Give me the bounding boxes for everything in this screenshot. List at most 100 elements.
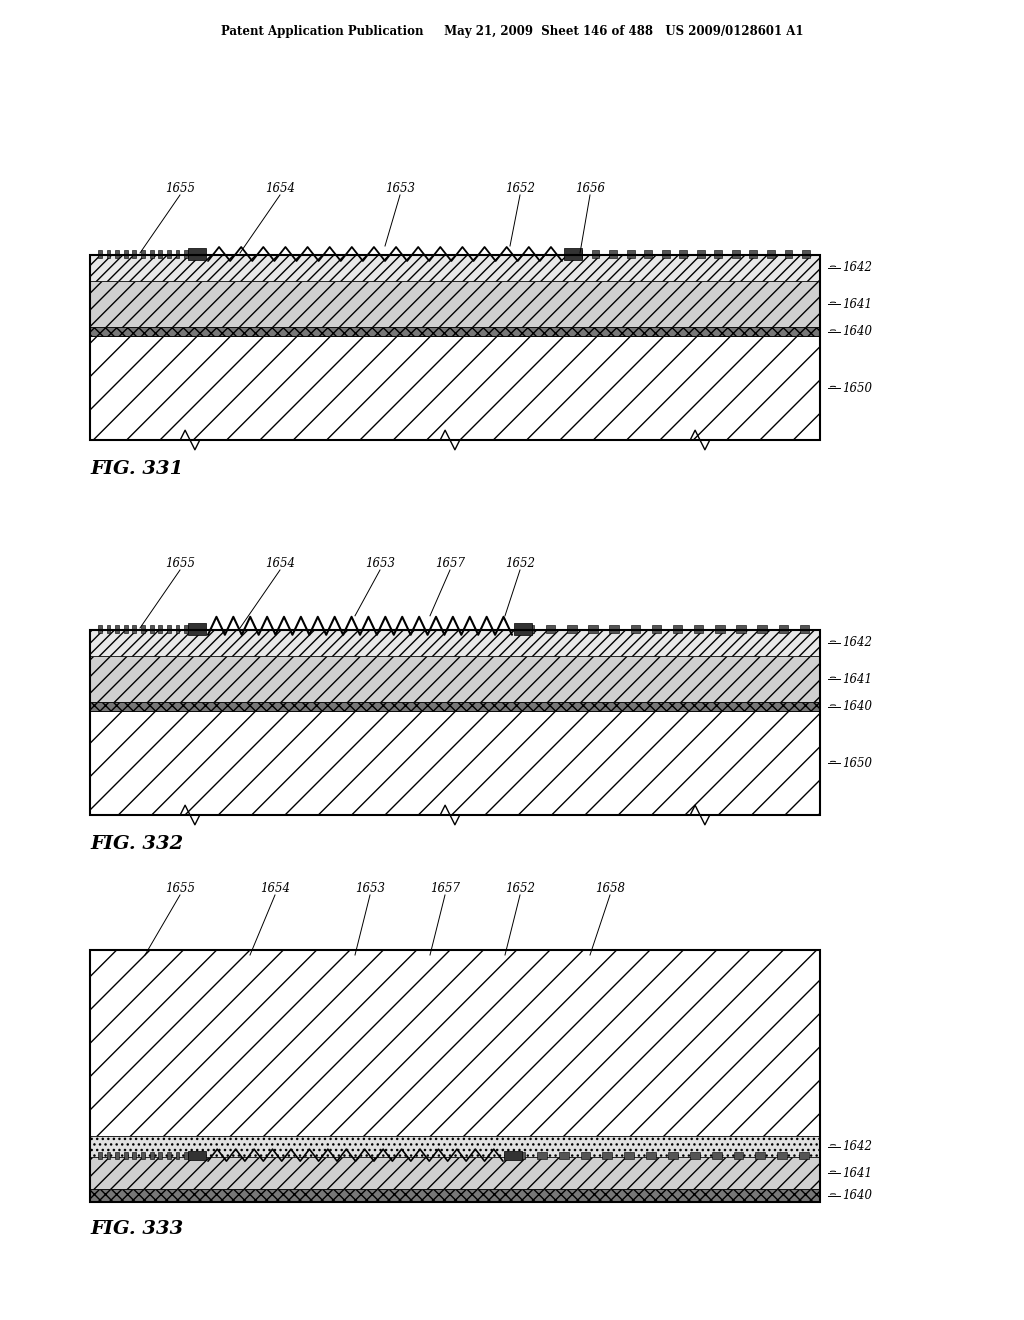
Text: 1641: 1641	[842, 297, 872, 310]
Bar	[106, 249, 111, 257]
Bar	[184, 249, 188, 257]
Bar	[778, 624, 788, 634]
Bar	[150, 624, 154, 634]
Bar	[188, 1151, 206, 1160]
Bar	[90, 337, 820, 440]
Bar	[90, 711, 820, 814]
Bar	[90, 327, 820, 337]
Bar	[90, 1189, 820, 1203]
Bar	[631, 624, 640, 634]
Text: 1653: 1653	[385, 182, 415, 195]
Bar	[668, 1151, 678, 1159]
Bar	[184, 624, 188, 634]
Bar	[124, 1151, 128, 1159]
Bar	[175, 624, 179, 634]
Bar	[715, 624, 725, 634]
Bar	[90, 1156, 820, 1189]
Bar	[733, 1151, 743, 1159]
Text: 1653: 1653	[365, 557, 395, 570]
Text: FIG. 331: FIG. 331	[90, 459, 183, 478]
Text: Patent Application Publication     May 21, 2009  Sheet 146 of 488   US 2009/0128: Patent Application Publication May 21, 2…	[221, 25, 803, 38]
Bar	[567, 624, 577, 634]
Text: 1642: 1642	[842, 1140, 872, 1154]
Bar	[756, 1151, 765, 1159]
Text: 1655: 1655	[165, 882, 195, 895]
Bar	[592, 249, 599, 257]
Bar	[90, 281, 820, 327]
Bar	[141, 249, 145, 257]
Text: FIG. 332: FIG. 332	[90, 836, 183, 853]
Text: 1654: 1654	[265, 182, 295, 195]
Bar	[106, 624, 111, 634]
Bar	[159, 249, 162, 257]
Bar	[90, 702, 820, 711]
Bar	[188, 623, 206, 635]
Text: 1652: 1652	[505, 182, 535, 195]
Text: 1655: 1655	[165, 182, 195, 195]
Bar	[167, 624, 171, 634]
Bar	[696, 249, 705, 257]
Bar	[802, 249, 810, 257]
Bar	[588, 624, 598, 634]
Bar	[90, 950, 820, 1137]
Bar	[90, 1137, 820, 1156]
Bar	[602, 1151, 612, 1159]
Text: 1652: 1652	[505, 882, 535, 895]
Bar	[175, 249, 179, 257]
Bar	[98, 624, 101, 634]
Bar	[651, 624, 662, 634]
Bar	[736, 624, 745, 634]
Bar	[625, 1151, 634, 1159]
Text: 1642: 1642	[842, 636, 872, 649]
Text: 1640: 1640	[842, 325, 872, 338]
Bar	[524, 624, 535, 634]
Bar	[188, 248, 206, 260]
Bar	[132, 624, 136, 634]
Text: 1656: 1656	[575, 182, 605, 195]
Bar	[546, 624, 555, 634]
Bar	[800, 624, 809, 634]
Text: 1641: 1641	[842, 672, 872, 685]
Text: 1640: 1640	[842, 701, 872, 713]
Bar	[581, 1151, 591, 1159]
Bar	[115, 249, 119, 257]
Bar	[90, 630, 820, 656]
Text: 1650: 1650	[842, 756, 872, 770]
Bar	[90, 255, 820, 281]
Bar	[124, 249, 128, 257]
Bar	[514, 623, 532, 635]
Bar	[564, 248, 582, 260]
Text: 1641: 1641	[842, 1167, 872, 1180]
Bar	[106, 1151, 111, 1159]
Bar	[90, 630, 820, 814]
Bar	[150, 249, 154, 257]
Bar	[662, 249, 670, 257]
Bar	[124, 624, 128, 634]
Text: FIG. 333: FIG. 333	[90, 1220, 183, 1238]
Bar	[132, 249, 136, 257]
Bar	[115, 624, 119, 634]
Bar	[777, 1151, 787, 1159]
Bar	[132, 1151, 136, 1159]
Bar	[167, 249, 171, 257]
Bar	[750, 249, 758, 257]
Text: 1650: 1650	[842, 381, 872, 395]
Text: 1658: 1658	[595, 882, 625, 895]
Bar	[609, 249, 617, 257]
Bar	[159, 1151, 162, 1159]
Bar	[141, 624, 145, 634]
Text: 1657: 1657	[435, 557, 465, 570]
Bar	[767, 249, 775, 257]
Bar	[646, 1151, 656, 1159]
Bar	[167, 1151, 171, 1159]
Bar	[784, 249, 793, 257]
Bar	[141, 1151, 145, 1159]
Text: 1640: 1640	[842, 1189, 872, 1203]
Bar	[90, 255, 820, 440]
Bar	[690, 1151, 699, 1159]
Bar	[175, 1151, 179, 1159]
Bar	[98, 1151, 101, 1159]
Text: 1655: 1655	[165, 557, 195, 570]
Bar	[515, 1151, 525, 1159]
Bar	[732, 249, 739, 257]
